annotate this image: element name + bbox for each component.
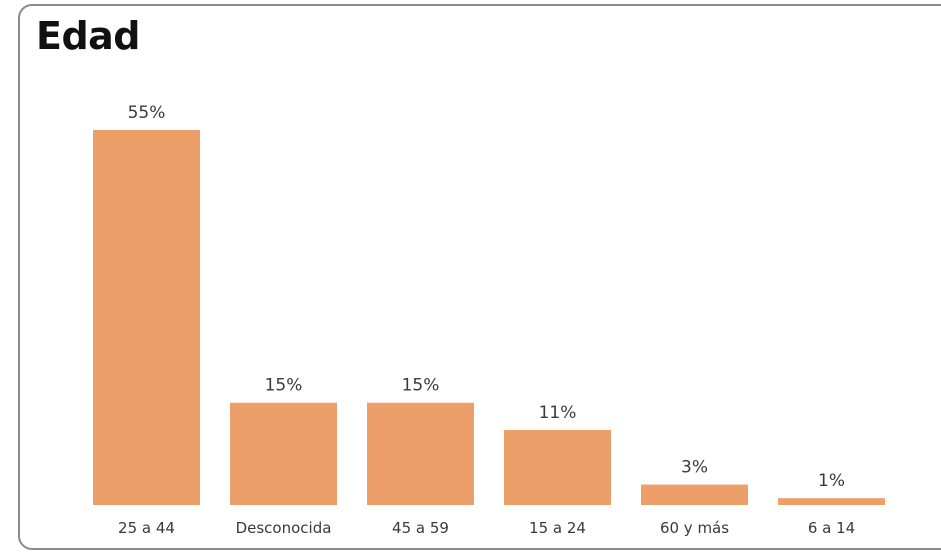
x-tick-labels-group: 25 a 44 Desconocida 45 a 59 15 a 24 60 y más… [118,519,855,537]
value-labels-group: 55% 15% 15% 11% 3% 1% [128,103,845,491]
bar-value-label-0: 55% [128,103,166,123]
x-tick-label-3: 15 a 24 [529,519,586,537]
bar-value-label-5: 1% [818,471,845,491]
bar-value-label-4: 3% [681,458,708,478]
x-tick-label-5: 6 a 14 [808,519,855,537]
bar-2 [367,402,474,505]
bar-3 [504,430,611,505]
x-tick-label-1: Desconocida [236,519,332,537]
bar-4 [641,484,748,505]
bar-1 [230,402,337,505]
bar-0 [93,130,200,505]
x-tick-label-4: 60 y más [660,519,729,537]
bar-5 [778,498,885,505]
bar-value-label-1: 15% [265,376,303,396]
bars-group [93,130,885,505]
x-tick-label-2: 45 a 59 [392,519,449,537]
bar-value-label-3: 11% [539,403,577,423]
bar-value-label-2: 15% [402,376,440,396]
chart-title: Edad [36,14,141,58]
x-tick-label-0: 25 a 44 [118,519,175,537]
